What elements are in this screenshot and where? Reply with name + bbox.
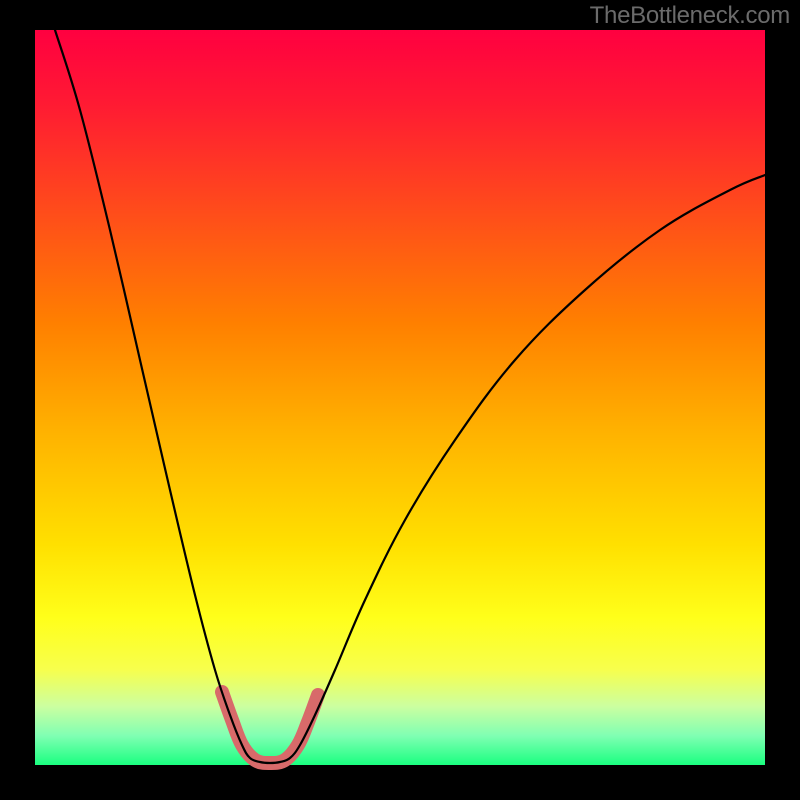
chart-svg bbox=[0, 0, 800, 800]
watermark-label: TheBottleneck.com bbox=[590, 2, 790, 30]
chart-container: TheBottleneck.com bbox=[0, 0, 800, 800]
plot-area bbox=[35, 30, 765, 765]
